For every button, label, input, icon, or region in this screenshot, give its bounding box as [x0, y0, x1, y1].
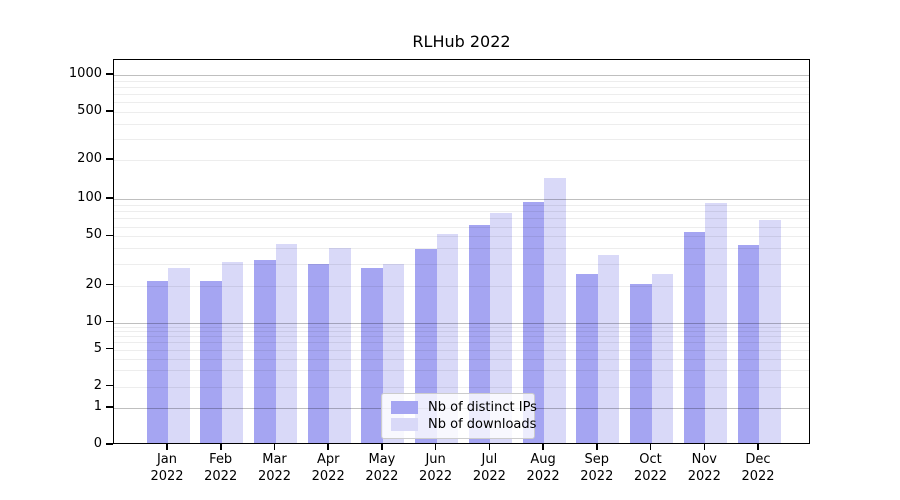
bar-downloads-jun: [436, 234, 459, 443]
x-tick-mar: [273, 444, 276, 450]
y-tick-10: [106, 320, 113, 323]
legend-item-downloads: Nb of downloads: [391, 418, 536, 431]
x-tick-sep: [596, 444, 598, 450]
y-tick-label-500: 500: [77, 102, 102, 118]
y-tick-500: [106, 110, 113, 112]
y-tick-label-200: 200: [77, 151, 102, 166]
y-tick-1: [106, 406, 113, 408]
bar-distinct-ips-nov: [683, 232, 706, 443]
bar-downloads-sep: [597, 255, 620, 443]
x-tick-label-mar: Mar 2022: [257, 452, 292, 484]
x-tick-label-aug: Aug 2022: [526, 452, 560, 484]
x-tick-label-apr: Apr 2022: [311, 452, 345, 484]
bar-distinct-ips-sep: [576, 273, 598, 443]
x-tick-label-jul: Jul 2022: [472, 452, 506, 484]
bar-distinct-ips-jul: [468, 225, 491, 443]
bar-distinct-ips-may: [361, 267, 383, 443]
y-tick-100: [106, 197, 113, 199]
y-tick-label-0: 0: [93, 436, 102, 451]
bar-downloads-oct: [651, 273, 673, 443]
bar-distinct-ips-oct: [630, 283, 652, 443]
y-tick-label-2: 2: [93, 377, 102, 393]
x-tick-may: [381, 444, 383, 450]
plot-area: Nb of distinct IPs Nb of downloads: [113, 59, 810, 444]
y-tick-20: [106, 283, 113, 286]
bar-distinct-ips-aug: [522, 201, 545, 443]
y-tick-label-5: 5: [93, 340, 102, 356]
y-tick-0: [106, 443, 113, 445]
x-tick-nov: [703, 444, 705, 450]
legend-swatch-downloads: [391, 418, 418, 431]
bar-downloads-nov: [705, 203, 727, 443]
bar-distinct-ips-jan: [146, 281, 168, 443]
bar-distinct-ips-apr: [307, 263, 330, 443]
x-tick-dec: [757, 444, 759, 450]
x-tick-aug: [542, 444, 544, 450]
bar-distinct-ips-dec: [737, 245, 759, 443]
x-tick-label-feb: Feb 2022: [204, 452, 238, 484]
x-tick-label-jan: Jan 2022: [150, 452, 184, 484]
x-tick-feb: [220, 444, 222, 450]
x-tick-apr: [327, 444, 329, 450]
x-tick-jan: [166, 444, 168, 450]
x-tick-oct: [649, 444, 652, 450]
legend: Nb of distinct IPs Nb of downloads: [381, 393, 537, 439]
x-tick-jul: [488, 444, 491, 450]
bar-downloads-aug: [544, 178, 566, 443]
x-tick-label-may: May 2022: [365, 452, 399, 484]
bar-downloads-dec: [759, 220, 781, 443]
legend-label-distinct-ips: Nb of distinct IPs: [428, 400, 537, 415]
bar-distinct-ips-feb: [200, 281, 222, 443]
x-tick-label-dec: Dec 2022: [741, 452, 775, 484]
y-tick-label-10: 10: [85, 313, 102, 329]
bar-downloads-jan: [168, 267, 190, 443]
x-tick-jun: [434, 444, 437, 450]
y-tick-label-20: 20: [85, 276, 102, 292]
bar-downloads-feb: [221, 261, 244, 443]
bars-layer: [114, 60, 809, 443]
y-tick-label-50: 50: [85, 227, 102, 243]
legend-item-distinct-ips: Nb of distinct IPs: [391, 401, 537, 414]
x-tick-label-nov: Nov 2022: [687, 452, 721, 484]
y-tick-50: [106, 234, 113, 237]
chart-title: RLHub 2022: [412, 32, 511, 51]
x-tick-label-jun: Jun 2022: [419, 452, 453, 484]
x-tick-label-oct: Oct 2022: [633, 452, 668, 484]
x-tick-label-sep: Sep 2022: [580, 452, 614, 484]
legend-swatch-distinct-ips: [391, 401, 418, 414]
bar-distinct-ips-mar: [254, 260, 276, 443]
bar-downloads-apr: [329, 247, 351, 443]
bar-downloads-jul: [490, 212, 512, 443]
bar-downloads-mar: [275, 243, 297, 443]
legend-label-downloads: Nb of downloads: [428, 417, 537, 432]
y-tick-200: [106, 158, 113, 160]
y-tick-label-1000: 1000: [68, 66, 102, 81]
y-tick-5: [106, 347, 113, 350]
y-tick-1000: [106, 73, 113, 75]
y-tick-label-100: 100: [77, 190, 102, 205]
y-tick-2: [106, 384, 113, 387]
y-tick-label-1: 1: [93, 399, 102, 414]
